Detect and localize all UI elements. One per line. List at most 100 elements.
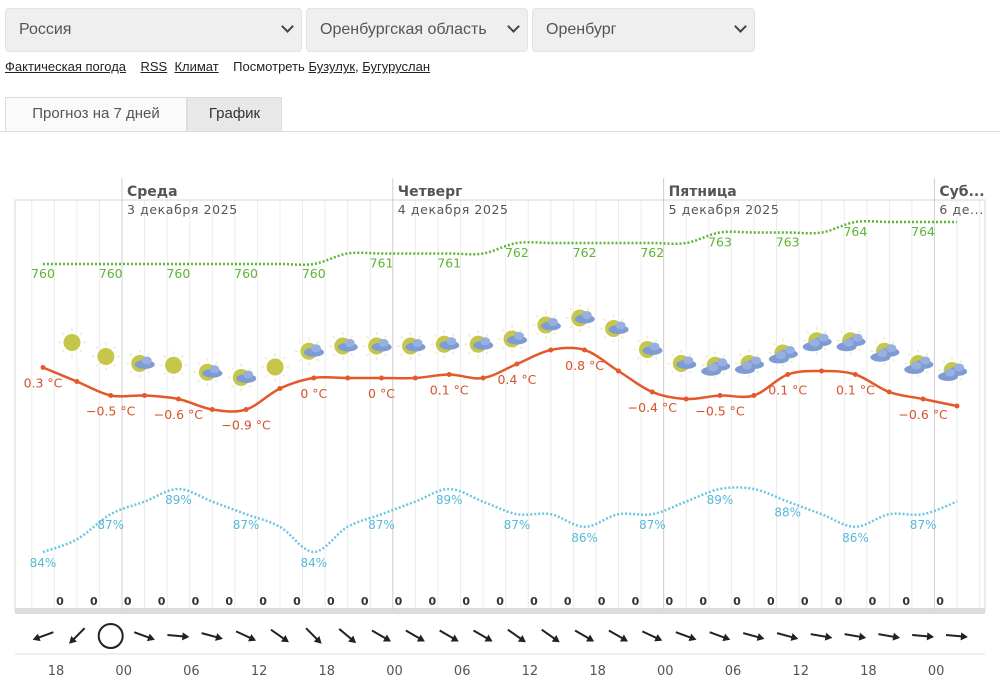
time-label: 18 (860, 664, 877, 679)
wind-arrow-icon (878, 632, 901, 641)
rss-link[interactable]: RSS (140, 59, 168, 74)
humidity-label: 87% (504, 518, 531, 532)
time-label: 06 (183, 664, 200, 679)
sun-ray (620, 318, 625, 322)
wind-arrow-icon (439, 629, 459, 642)
pressure-label: 761 (370, 256, 394, 271)
arrow-head (517, 635, 526, 643)
cloudy-icon (938, 356, 968, 385)
sun-ray (248, 384, 252, 388)
wind-arrow-icon (507, 628, 526, 643)
partly-cloudy-icon (430, 330, 460, 359)
sun-ray (316, 340, 320, 345)
tab-chart[interactable]: График (187, 97, 282, 132)
sun-ray (654, 356, 658, 360)
sun-ray (603, 318, 607, 322)
time-label: 12 (251, 664, 268, 679)
humidity-label: 87% (97, 518, 124, 532)
partly-cloudy-icon (667, 349, 697, 378)
cloud-shape (683, 356, 694, 365)
temperature-label: −0.9 °C (221, 418, 271, 433)
country-select[interactable]: Россия (5, 8, 302, 52)
wind-arrow-icon (541, 628, 560, 643)
cloud-shape (581, 311, 592, 319)
pressure-label: 760 (166, 266, 190, 281)
sun-ray (366, 335, 370, 339)
sun-ray (180, 372, 184, 376)
partly-cloudy-icon (498, 325, 528, 353)
temperature-label: 0 °C (300, 386, 327, 401)
humidity-label: 89% (436, 493, 463, 507)
sun-ray (840, 330, 844, 334)
sun-ray (95, 346, 99, 350)
sun-ray (298, 358, 302, 362)
partly-cloudy-icon (464, 330, 494, 359)
humidity-label: 87% (233, 518, 260, 532)
wind-arrow-icon (641, 630, 663, 642)
temperature-point (311, 375, 317, 381)
tab-forecast-7-days[interactable]: Прогноз на 7 дней (5, 97, 187, 132)
arrow-head (248, 634, 257, 642)
day-date: 4 декабря 2025 (398, 202, 509, 217)
humidity-label: 89% (165, 493, 192, 507)
arrow-head (654, 634, 663, 642)
region-select[interactable]: Оренбургская область (306, 8, 528, 52)
cloud-shape (717, 358, 728, 367)
wind-arrow-icon (371, 629, 392, 642)
buzuluk-link[interactable]: Бузулук (308, 59, 356, 74)
sun-ray (535, 314, 539, 318)
wind-arrow-icon (912, 632, 935, 641)
pressure-label: 764 (911, 224, 935, 239)
wind-arrow-icon (608, 629, 628, 642)
wind-arrow-icon (270, 628, 289, 643)
cloud-shape (920, 356, 931, 365)
temperature-label: 0 °C (368, 386, 395, 401)
precipitation-value: 0 (293, 595, 301, 608)
sun-ray (433, 333, 438, 338)
arrow-head (960, 632, 968, 641)
temperature-point (548, 347, 554, 353)
temperature-point (209, 407, 215, 412)
temperature-point (446, 372, 452, 377)
actual-weather-link[interactable]: Фактическая погода (5, 59, 127, 74)
humidity-label: 87% (639, 518, 666, 532)
sun-ray (433, 351, 438, 355)
sun-ray (113, 363, 117, 367)
temperature-label: −0.6 °C (154, 407, 204, 422)
temperature-point (683, 396, 689, 402)
time-label: 06 (725, 664, 742, 679)
partly-cloudy-icon (193, 358, 223, 387)
wind-arrow-icon (167, 632, 190, 641)
arrow-head (69, 636, 77, 644)
pressure-label: 760 (99, 266, 123, 281)
arrow-head (586, 634, 595, 642)
precipitation-value: 0 (598, 595, 606, 608)
city-select[interactable]: Оренбург (532, 8, 755, 52)
cloud-shape (751, 356, 761, 365)
sun-ray (383, 353, 388, 357)
sun-ray (79, 349, 83, 353)
day-date: 3 декабря 2025 (127, 202, 238, 217)
sun-ray (857, 330, 861, 334)
pressure-label: 762 (573, 245, 597, 260)
links-row: Фактическая погода RSS Климат Посмотреть… (5, 59, 431, 74)
climate-link[interactable]: Климат (174, 59, 219, 74)
temperature-point (886, 389, 892, 395)
buguruslan-link[interactable]: Бугуруслан (362, 59, 431, 74)
temperature-label: 0.1 °C (768, 383, 807, 398)
humidity-label: 89% (707, 493, 734, 507)
pressure-label: 760 (302, 266, 326, 281)
sun-disc (165, 356, 183, 374)
arrow-head (182, 632, 190, 641)
temperature-point (412, 375, 418, 381)
sun-ray (383, 335, 388, 339)
sun-ray (485, 333, 489, 338)
precipitation-value: 0 (632, 595, 640, 608)
city-select-value: Оренбург (546, 21, 617, 38)
arrow-head (215, 633, 223, 641)
arrow-head (484, 634, 493, 642)
cloud-shape (615, 321, 626, 330)
sun-ray (230, 367, 235, 371)
precipitation-value: 0 (192, 595, 200, 608)
cloud-shape (742, 361, 752, 370)
